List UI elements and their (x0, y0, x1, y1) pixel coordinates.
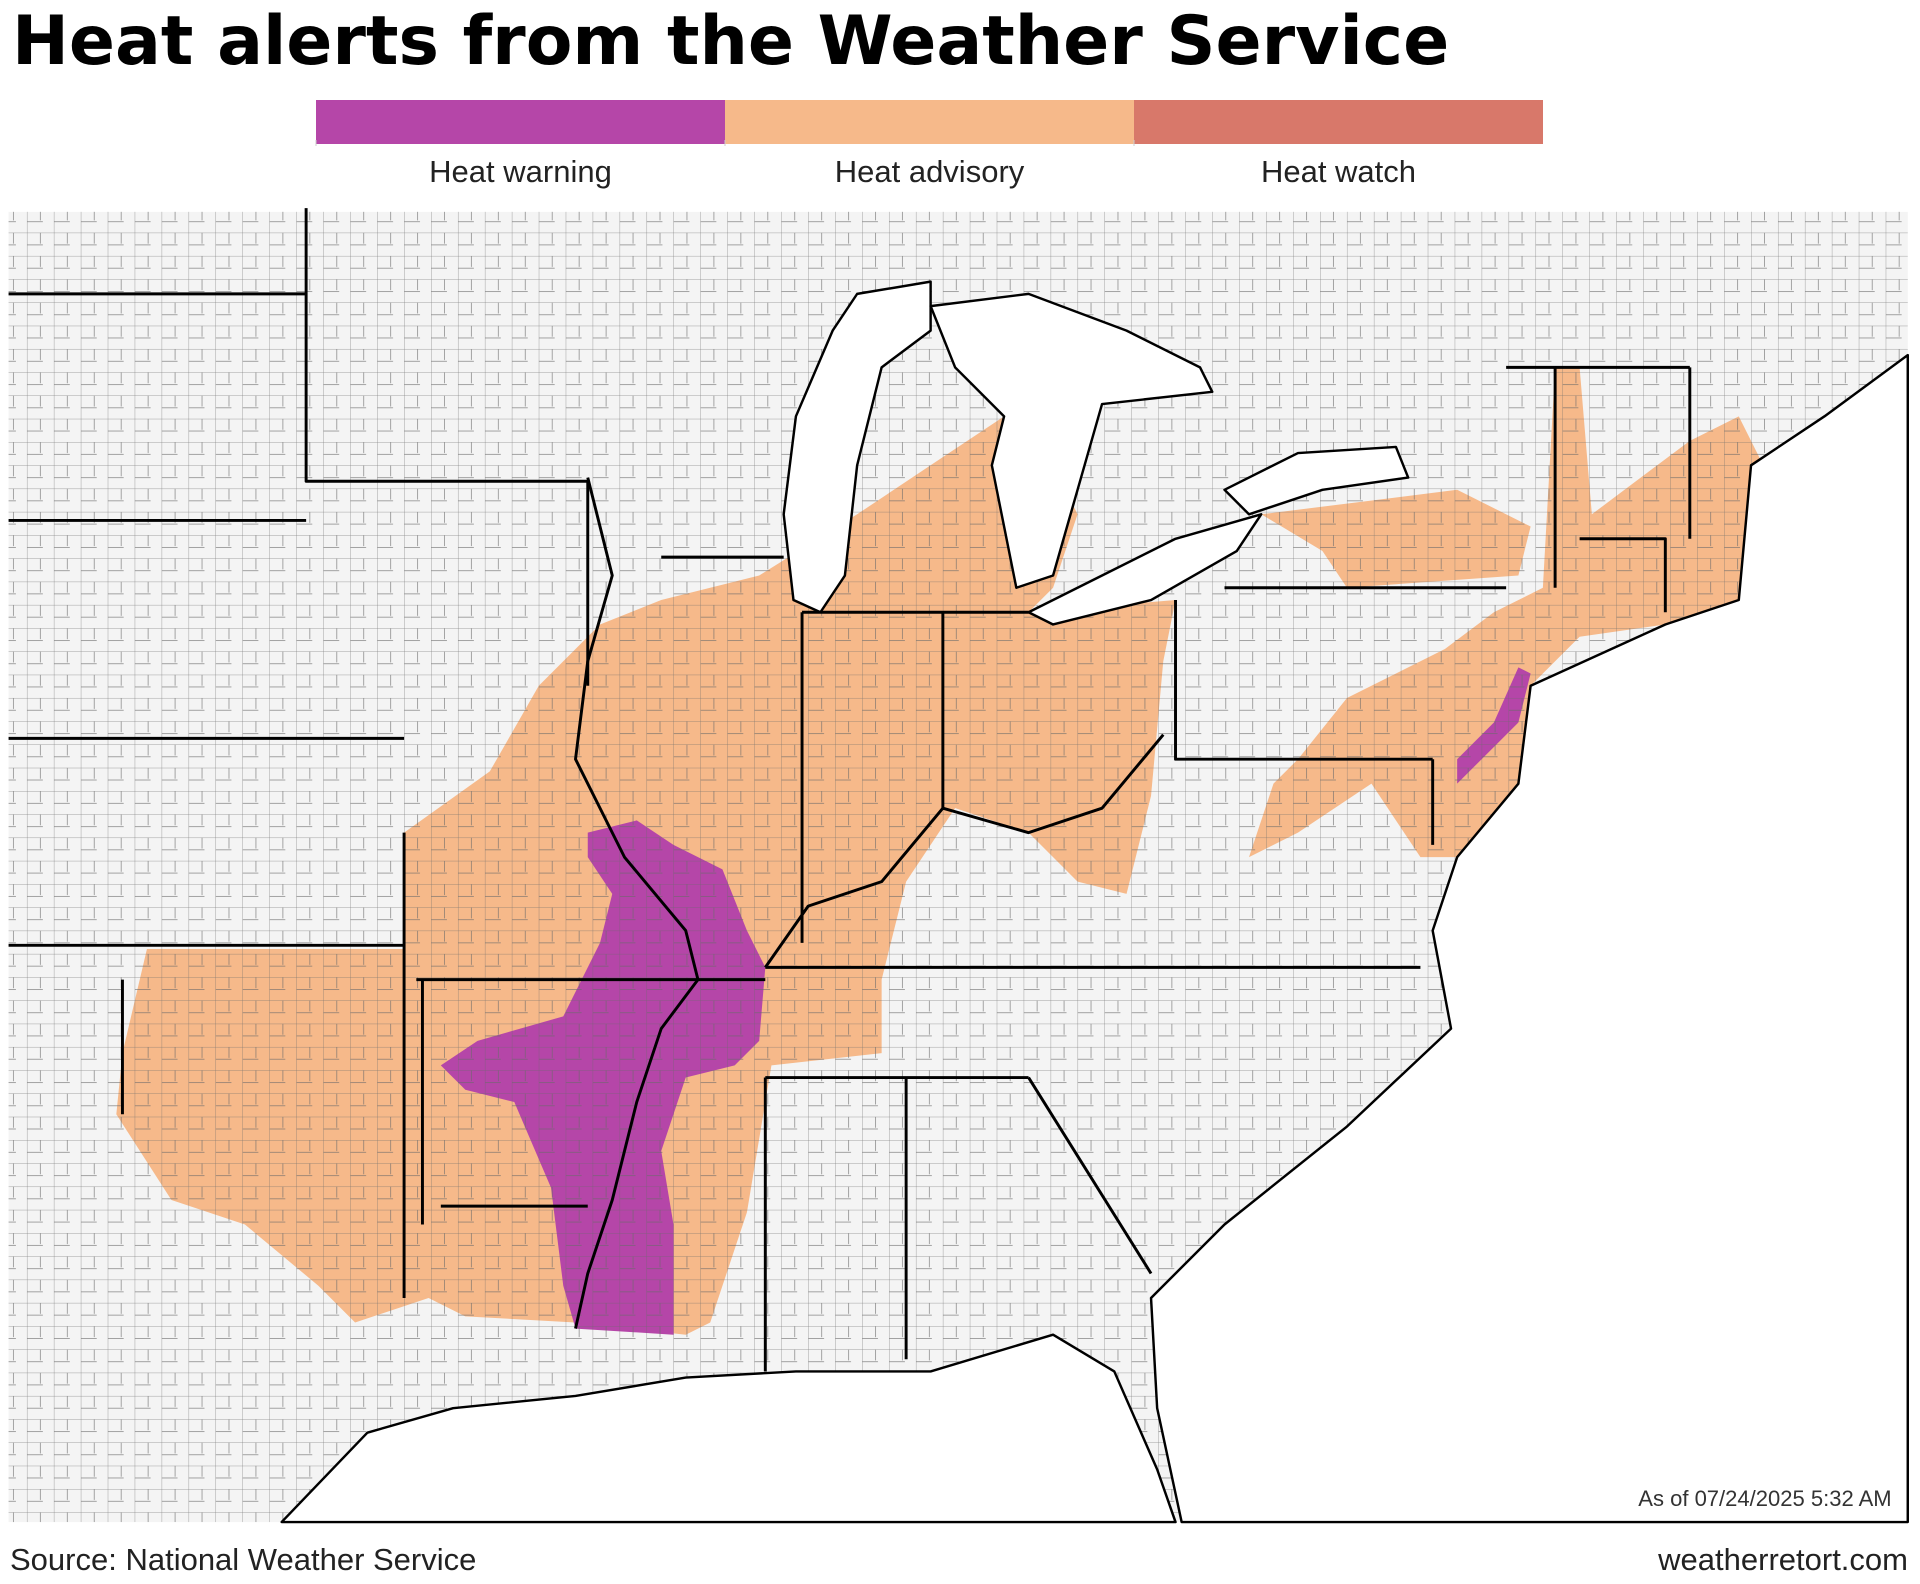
lake-huron (929, 292, 1214, 589)
timestamp: As of 07/24/2025 5:32 AM (1638, 1486, 1891, 1511)
legend-swatch (316, 100, 725, 144)
state-borders (8, 208, 1692, 1372)
source: Source: National Weather Service (10, 1542, 476, 1577)
credit: weatherretort.com (1657, 1542, 1908, 1577)
map: As of 07/24/2025 5:32 AM (8, 208, 1909, 1524)
atlantic (1149, 353, 1909, 1524)
legend-label: Heat watch (1261, 154, 1416, 189)
title: Heat alerts from the Weather Service (12, 2, 1449, 81)
gulf (280, 1333, 1177, 1524)
lake-ontario (1223, 445, 1410, 516)
ohio-river (764, 733, 1165, 969)
legend-label: Heat advisory (835, 154, 1025, 189)
legend-swatch (1134, 100, 1543, 144)
legend: Heat warning Heat advisory Heat watch (315, 100, 1543, 189)
lake-erie (1027, 513, 1263, 626)
legend-label: Heat warning (429, 154, 612, 189)
mississippi-river (574, 477, 700, 1329)
lake-michigan (782, 280, 932, 614)
legend-swatch (725, 100, 1134, 144)
